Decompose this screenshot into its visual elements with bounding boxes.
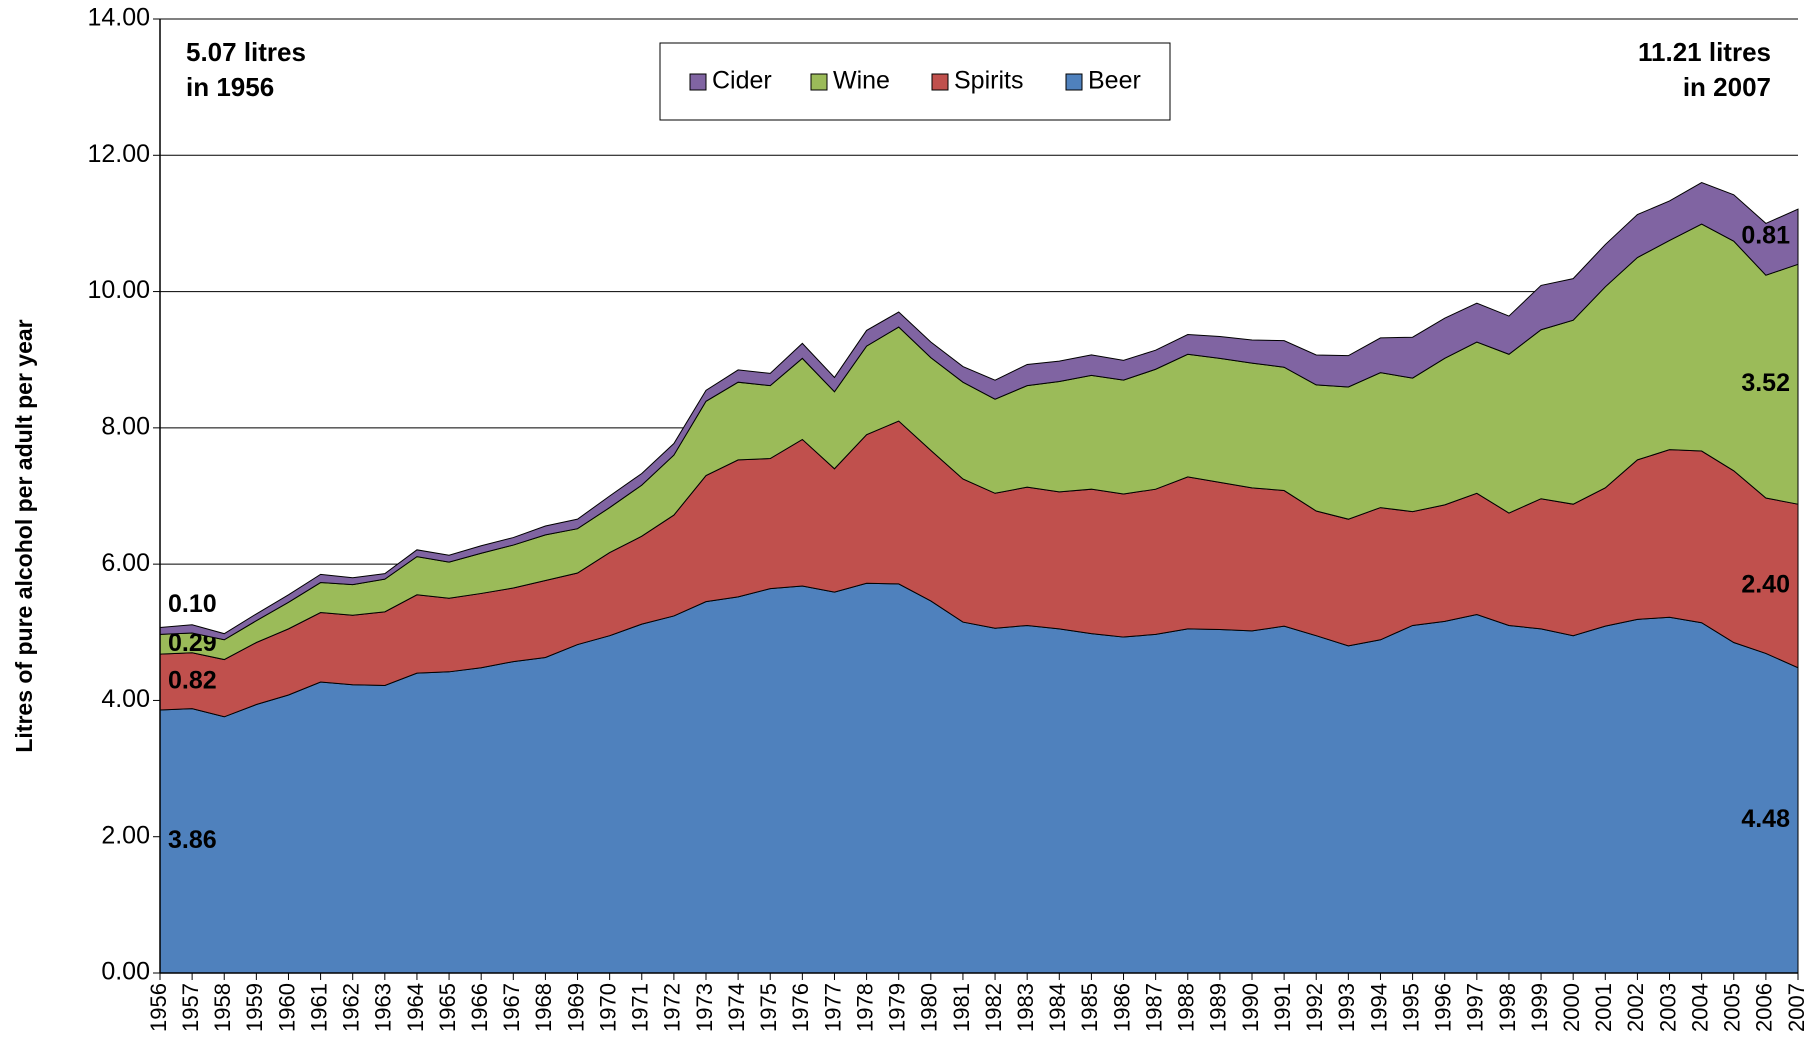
x-tick-label: 1975 — [756, 983, 781, 1032]
x-tick-label: 1958 — [210, 983, 235, 1032]
legend-label: Spirits — [954, 67, 1023, 95]
x-tick-label: 1972 — [660, 983, 685, 1032]
x-tick-label: 1979 — [885, 983, 910, 1032]
x-tick-label: 1981 — [949, 983, 974, 1032]
x-tick-label: 1967 — [499, 983, 524, 1032]
legend-label: Cider — [712, 67, 772, 95]
y-tick-label: 14.00 — [87, 4, 150, 32]
legend-box — [659, 42, 1171, 121]
y-axis-title: Litres of pure alcohol per adult per yea… — [11, 319, 37, 752]
y-tick-label: 8.00 — [101, 412, 150, 440]
x-tick-label: 2007 — [1784, 983, 1809, 1032]
x-tick-label: 2006 — [1752, 983, 1777, 1032]
x-tick-label: 1983 — [1013, 983, 1038, 1032]
x-tick-label: 1996 — [1431, 983, 1456, 1032]
data-label: 0.81 — [1741, 221, 1790, 249]
annotation: 11.21 litres — [1638, 37, 1771, 67]
annotation: in 1956 — [186, 72, 274, 102]
x-tick-label: 2000 — [1559, 983, 1584, 1032]
data-label: 4.48 — [1741, 805, 1790, 833]
x-tick-label: 1986 — [1109, 983, 1134, 1032]
x-tick-label: 2003 — [1655, 983, 1680, 1032]
x-tick-label: 1989 — [1206, 983, 1231, 1032]
x-tick-label: 2001 — [1591, 983, 1616, 1032]
y-tick-label: 4.00 — [101, 685, 150, 713]
y-tick-label: 2.00 — [101, 821, 150, 849]
x-tick-label: 1984 — [1045, 983, 1070, 1032]
x-tick-label: 2004 — [1687, 983, 1712, 1032]
annotation: in 2007 — [1683, 72, 1771, 102]
data-label: 0.10 — [168, 590, 217, 618]
x-tick-label: 1960 — [274, 983, 299, 1032]
x-tick-label: 1973 — [692, 983, 717, 1032]
x-tick-label: 1969 — [563, 983, 588, 1032]
x-tick-label: 1965 — [435, 983, 460, 1032]
x-tick-label: 1998 — [1495, 983, 1520, 1032]
y-tick-label: 0.00 — [101, 958, 150, 986]
legend-swatch — [1065, 73, 1083, 91]
x-tick-label: 1991 — [1270, 983, 1295, 1032]
x-tick-label: 1990 — [1238, 983, 1263, 1032]
legend-label: Wine — [833, 67, 890, 95]
legend-swatch — [931, 73, 949, 91]
x-tick-label: 1992 — [1302, 983, 1327, 1032]
x-tick-label: 1993 — [1334, 983, 1359, 1032]
x-tick-label: 1971 — [628, 983, 653, 1032]
x-tick-label: 1966 — [467, 983, 492, 1032]
y-tick-label: 10.00 — [87, 276, 150, 304]
legend-label: Beer — [1088, 67, 1141, 95]
legend-swatch — [810, 73, 828, 91]
x-tick-label: 1963 — [371, 983, 396, 1032]
x-tick-label: 1974 — [724, 983, 749, 1032]
data-label: 3.52 — [1741, 369, 1790, 397]
x-tick-label: 1978 — [852, 983, 877, 1032]
x-tick-label: 1994 — [1366, 983, 1391, 1032]
x-tick-label: 1987 — [1141, 983, 1166, 1032]
legend-swatch — [689, 73, 707, 91]
x-tick-label: 1976 — [788, 983, 813, 1032]
x-tick-label: 1968 — [531, 983, 556, 1032]
x-tick-label: 1997 — [1463, 983, 1488, 1032]
y-tick-label: 12.00 — [87, 140, 150, 168]
data-label: 2.40 — [1741, 571, 1790, 599]
x-tick-label: 1988 — [1174, 983, 1199, 1032]
data-label: 3.86 — [168, 826, 217, 854]
x-tick-label: 1957 — [178, 983, 203, 1032]
data-label: 0.82 — [168, 667, 217, 695]
x-tick-label: 1982 — [981, 983, 1006, 1032]
x-tick-label: 1995 — [1398, 983, 1423, 1032]
x-tick-label: 1985 — [1077, 983, 1102, 1032]
x-tick-label: 1956 — [146, 983, 171, 1032]
x-tick-label: 1980 — [917, 983, 942, 1032]
y-tick-label: 6.00 — [101, 549, 150, 577]
x-tick-label: 1999 — [1527, 983, 1552, 1032]
x-tick-label: 2005 — [1720, 983, 1745, 1032]
x-tick-label: 1970 — [595, 983, 620, 1032]
x-tick-label: 1977 — [820, 983, 845, 1032]
annotation: 5.07 litres — [186, 37, 306, 67]
x-tick-label: 1961 — [306, 983, 331, 1032]
x-tick-label: 2002 — [1623, 983, 1648, 1032]
area-cider — [159, 181, 1799, 641]
x-tick-label: 1959 — [242, 983, 267, 1032]
x-tick-label: 1962 — [339, 983, 364, 1032]
x-tick-label: 1964 — [403, 983, 428, 1032]
